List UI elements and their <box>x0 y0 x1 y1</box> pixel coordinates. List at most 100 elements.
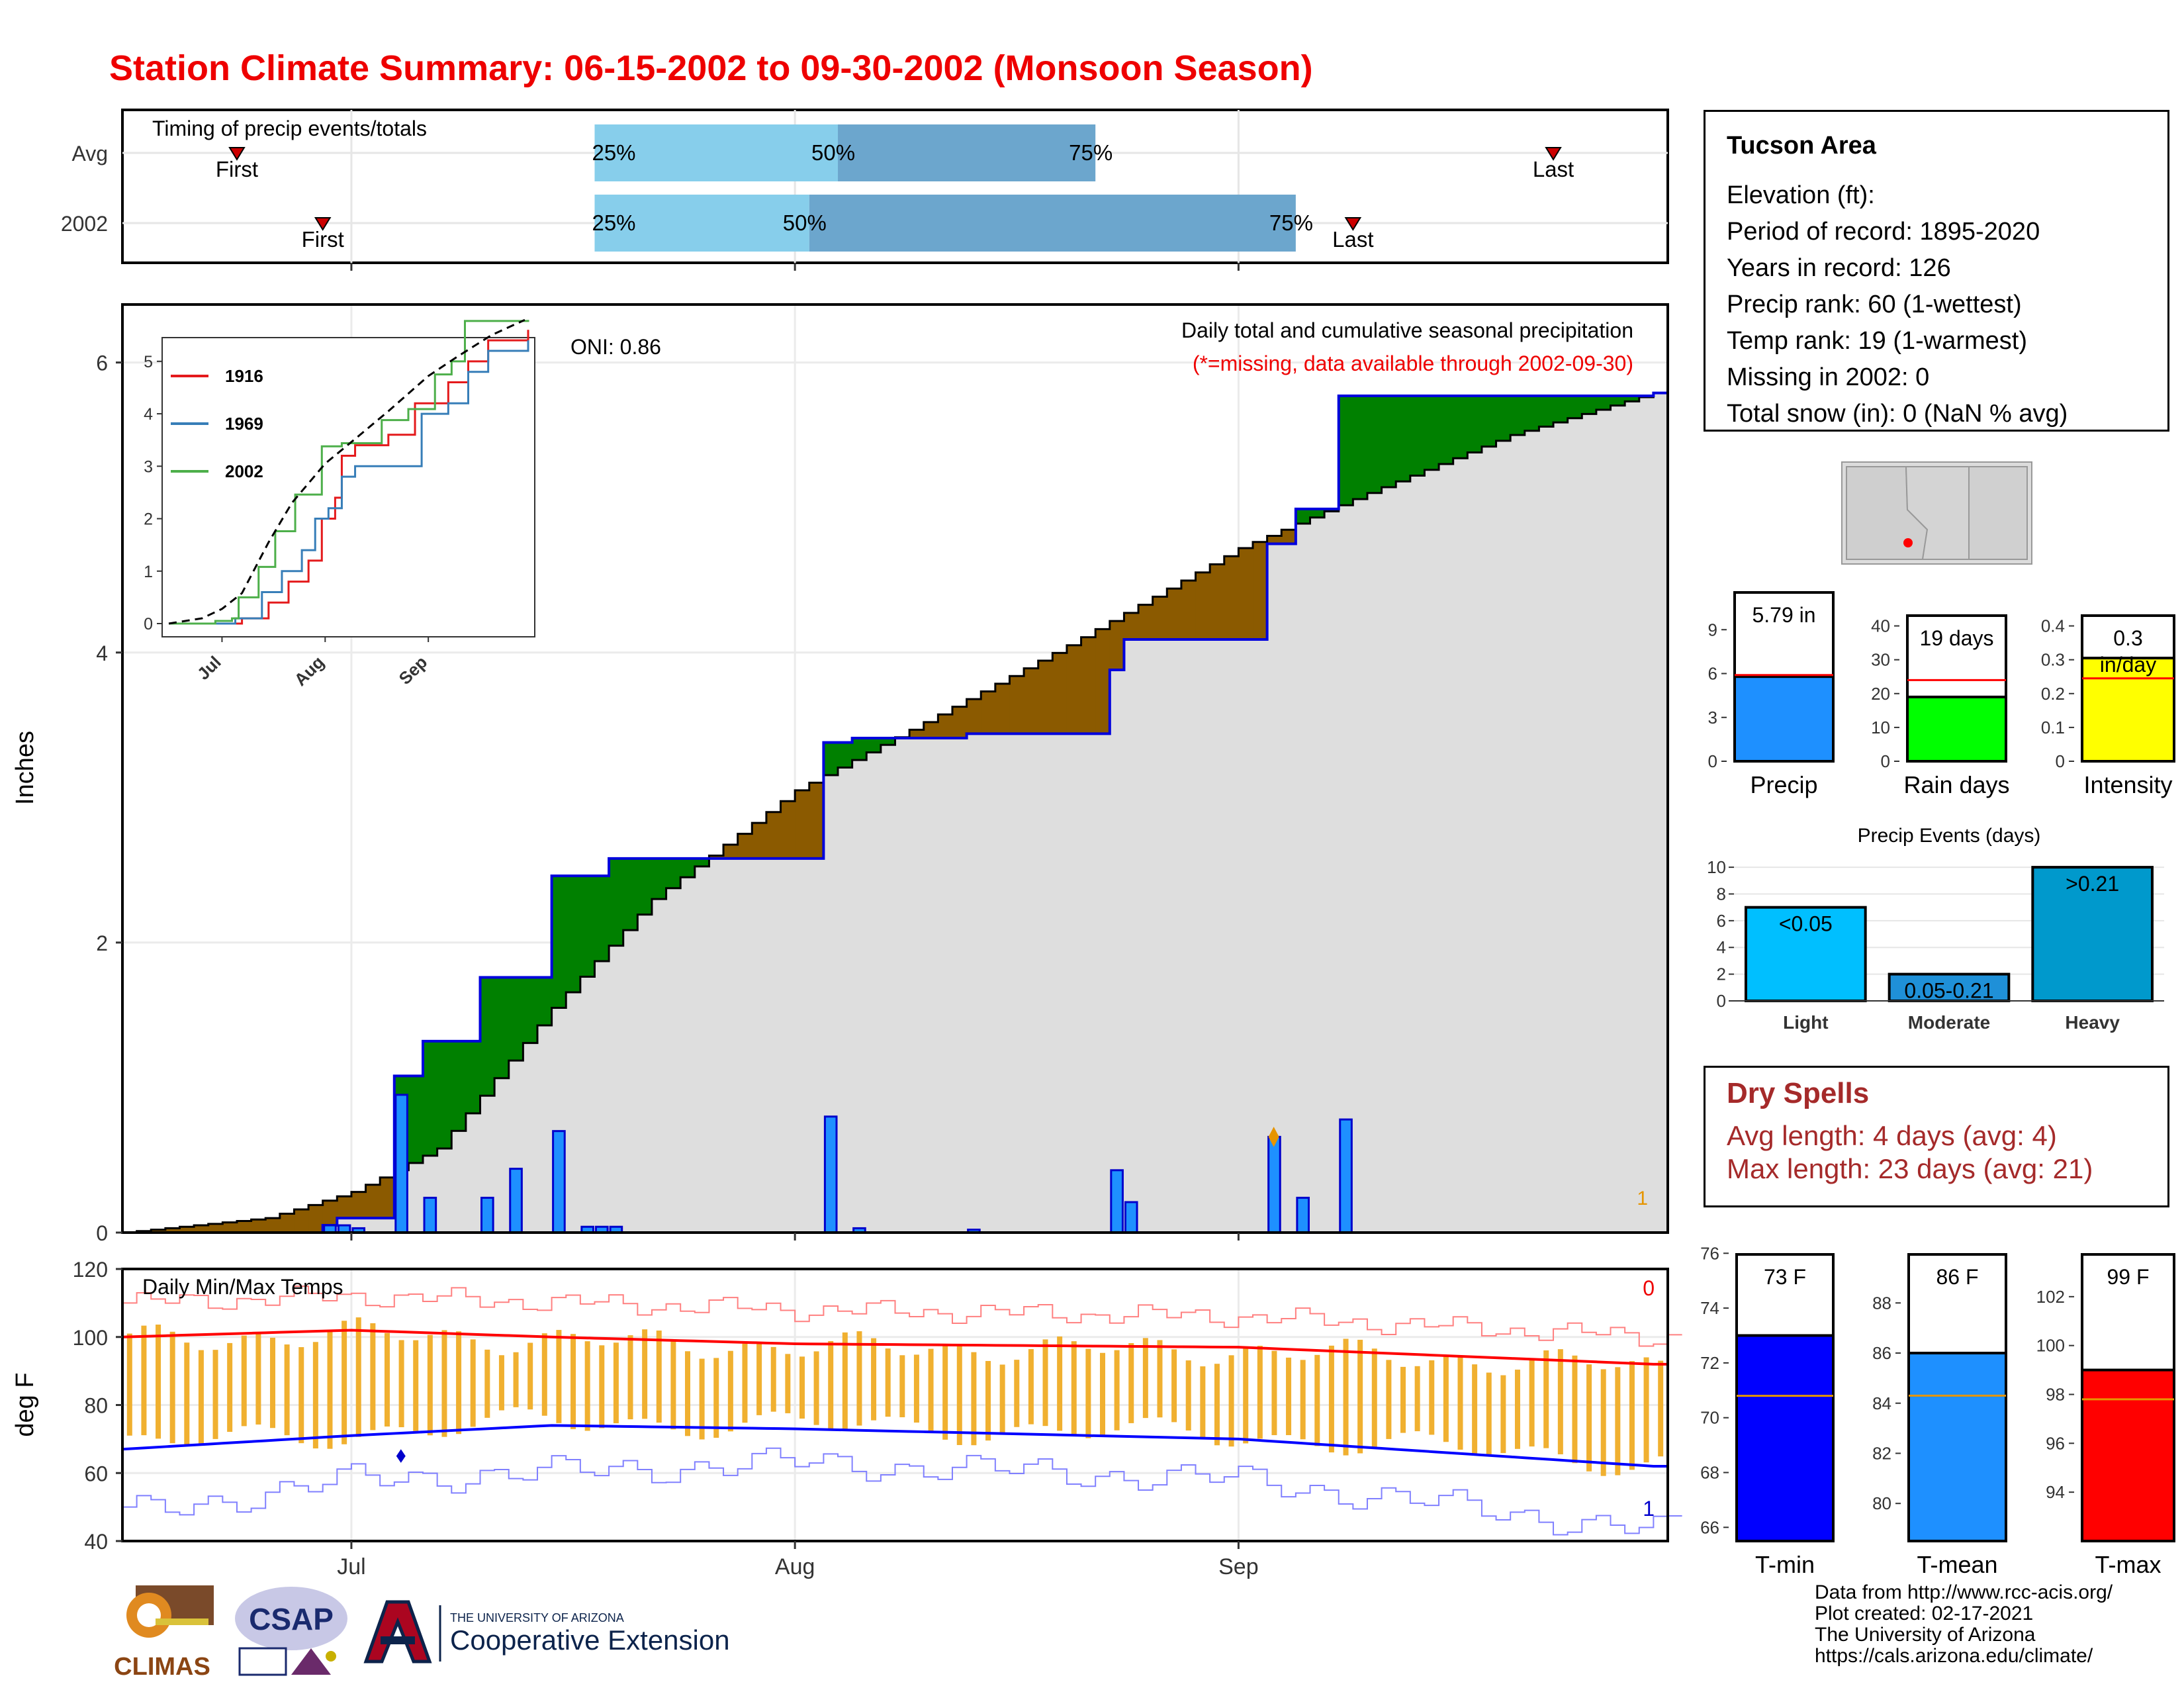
intensity-value-label: 0.3 <box>2113 626 2142 650</box>
precip-anomaly-fill <box>165 1228 180 1233</box>
tmin-summary-value-label: 73 F <box>1764 1265 1806 1289</box>
tmax-summary-ytick-label-2: 98 <box>2046 1385 2065 1405</box>
precip-anomaly-fill <box>795 790 810 859</box>
temp-daily-range-bar <box>1443 1355 1449 1442</box>
temp-daily-range-bar <box>355 1317 361 1437</box>
precip-anomaly-fill <box>1439 396 1454 464</box>
precip-daily-bar-5 <box>480 1196 494 1234</box>
precip-anomaly-fill <box>1024 668 1039 734</box>
tmin-summary-ytick-label-4: 74 <box>1700 1298 1719 1318</box>
intensity-value-label2: in/day <box>2100 653 2156 677</box>
temp-daily-range-bar <box>1658 1360 1664 1457</box>
tmin-summary-ytick-label-0: 66 <box>1700 1517 1719 1537</box>
timing-bar-lower-y2002 <box>594 195 809 252</box>
timing-row-label-avg: Avg <box>71 142 108 165</box>
temp-daily-range-bar <box>1514 1370 1520 1449</box>
precip-anomaly-fill <box>1195 572 1210 640</box>
temp-daily-range-bar <box>169 1331 175 1444</box>
precip-anomaly-fill <box>480 977 495 1096</box>
timing-pct-25-avg: 25% <box>592 140 635 165</box>
precip-anomaly-fill <box>938 714 953 738</box>
temp-daily-range-bar <box>699 1358 705 1440</box>
dry-spells-avg: Avg length: 4 days (avg: 4) <box>1727 1120 2057 1151</box>
temp-daily-range-bar <box>227 1342 233 1432</box>
temp-daily-range-bar <box>1042 1339 1048 1427</box>
precip-corner-count: 1 <box>1637 1188 1648 1209</box>
precip-anomaly-fill <box>1124 612 1139 640</box>
precip-anomaly-fill <box>1596 396 1612 410</box>
precip-anomaly-fill <box>1410 396 1425 476</box>
temp-daily-range-bar <box>956 1344 962 1445</box>
tmean-summary-bar <box>1907 1352 2007 1542</box>
rain-days-ytick-label-3: 30 <box>1871 650 1890 670</box>
precip-anomaly-fill <box>1152 596 1167 640</box>
tmin-summary-bar <box>1735 1334 1835 1542</box>
precip-anomaly-fill <box>1267 536 1282 544</box>
precip-daily-bar-15 <box>1124 1201 1138 1234</box>
intensity-ytick-label-4: 0.4 <box>2041 616 2065 636</box>
precip-panel-frame <box>121 303 1669 1234</box>
temp-daily-range-bar <box>1257 1346 1263 1439</box>
temp-daily-range-bar <box>885 1348 891 1417</box>
precip-anomaly-fill <box>1095 629 1111 734</box>
station-name: Tucson Area <box>1727 132 1876 160</box>
precip-anomaly-fill <box>1510 396 1525 436</box>
precip-daily-bar-11 <box>823 1115 838 1234</box>
events-bar-moderate <box>1888 972 2011 1002</box>
temp-ytick-label-1: 60 <box>84 1462 108 1485</box>
precip-anomaly-fill <box>809 782 824 859</box>
timing-bar-lower-avg <box>594 124 839 181</box>
precip-anomaly-fill <box>1496 396 1511 441</box>
precip-anomaly-fill <box>1253 541 1268 640</box>
precip-anomaly-fill <box>337 1196 352 1219</box>
precip-anomaly-fill <box>208 1223 223 1233</box>
temp-daily-range-bar <box>513 1352 519 1407</box>
temp-daily-range-bar <box>1343 1338 1349 1456</box>
temp-record-max-line <box>122 1286 1682 1347</box>
precip-anomaly-fill <box>494 977 510 1078</box>
precip-anomaly-fill <box>1009 676 1024 734</box>
temp-daily-range-bar <box>1314 1354 1320 1446</box>
tmin-summary-ytick-label-3: 72 <box>1700 1353 1719 1373</box>
ua-logo-graphic: THE UNIVERSITY OF ARIZONA Cooperative Ex… <box>363 1600 730 1664</box>
credits: Data from http://www.rcc-acis.org/ Plot … <box>1815 1582 2113 1667</box>
intensity-ytick-label-1: 0.1 <box>2041 718 2065 737</box>
precip-anomaly-fill <box>1109 621 1124 671</box>
temp-daily-range-bar <box>327 1331 333 1449</box>
precip-anomaly-fill <box>1038 661 1053 734</box>
precip-anomaly-fill <box>1138 604 1154 640</box>
precip-anomaly-fill <box>866 737 882 753</box>
timing-row-label-y2002: 2002 <box>61 212 108 236</box>
temp-xtick-label-2: Sep <box>1218 1554 1259 1579</box>
station-info-box: Tucson Area Elevation (ft): Period of re… <box>1704 110 2169 432</box>
timing-bar-upper-avg <box>838 124 1096 181</box>
intensity-ytick-label-3: 0.3 <box>2041 650 2065 670</box>
intensity-bar <box>2081 657 2175 763</box>
precip-anomaly-fill <box>1539 396 1554 427</box>
temp-avg-min-line <box>122 1424 1668 1468</box>
page-title: Station Climate Summary: 06-15-2002 to 0… <box>109 48 1313 88</box>
precip-anomaly-fill <box>1610 396 1625 406</box>
rain-days-xlabel: Rain days <box>1903 771 2009 798</box>
temp-daily-range-bar <box>498 1355 504 1411</box>
temp-daily-range-bar <box>1300 1360 1306 1440</box>
precip-anomaly-fill <box>995 683 1010 734</box>
precip-anomaly-fill <box>838 742 853 768</box>
precip-anomaly-fill <box>609 858 624 946</box>
temp-daily-range-bar <box>1529 1359 1535 1447</box>
precip-total-ytick-label-3: 9 <box>1708 620 1717 639</box>
inset-ytick-label-2: 2 <box>144 510 153 529</box>
temp-daily-range-bar <box>1243 1347 1249 1444</box>
precip-anomaly-fill <box>1310 508 1325 518</box>
tmax-summary-value-label: 99 F <box>2107 1265 2149 1289</box>
ua-logo-big-text: Cooperative Extension <box>450 1624 730 1656</box>
temp-daily-range-bar <box>742 1343 748 1423</box>
tmin-summary-ytick-label-1: 68 <box>1700 1462 1719 1482</box>
timing-last-marker-y2002 <box>1344 217 1362 231</box>
inset-series-line-2002 <box>169 320 529 625</box>
temp-top-count: 0 <box>1643 1276 1655 1300</box>
temp-daily-range-bar <box>1114 1350 1120 1430</box>
precip-title: Daily total and cumulative seasonal prec… <box>1181 318 1633 342</box>
tmean-summary-ytick-label-2: 84 <box>1872 1393 1891 1413</box>
